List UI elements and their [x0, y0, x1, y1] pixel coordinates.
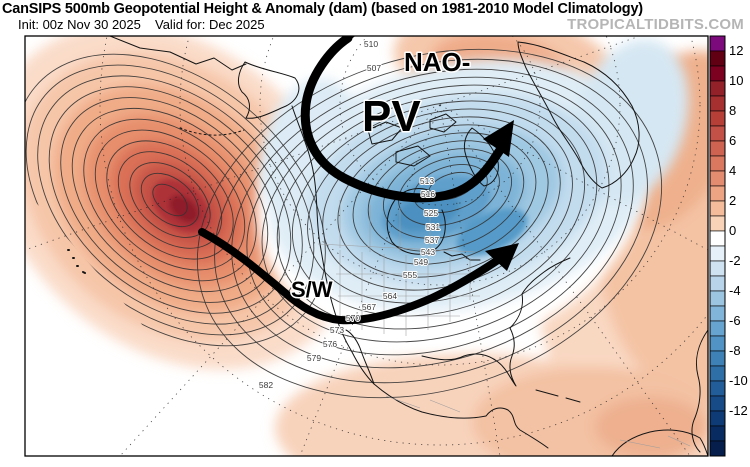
svg-text:516: 516 — [421, 189, 435, 199]
svg-text:564: 564 — [383, 291, 397, 301]
coast-east-us — [509, 257, 571, 329]
svg-text:0: 0 — [729, 223, 736, 238]
svg-text:2: 2 — [729, 193, 736, 208]
svg-text:-6: -6 — [729, 313, 741, 328]
coast-gulf-florida — [421, 327, 517, 387]
svg-text:4: 4 — [729, 163, 736, 178]
svg-text:543: 543 — [421, 247, 435, 257]
svg-text:570: 570 — [346, 313, 360, 323]
svg-text:513: 513 — [420, 176, 434, 186]
svg-text:-4: -4 — [729, 283, 741, 298]
coast-siberia — [109, 36, 247, 71]
coast-hawaii — [67, 249, 86, 274]
pv-arrow — [300, 36, 511, 203]
init-time: Init: 00z Nov 30 2025 — [18, 17, 141, 32]
coast-south-america — [611, 429, 708, 456]
svg-text:525: 525 — [424, 208, 438, 218]
coast-caribbean — [535, 389, 581, 403]
svg-text:-8: -8 — [729, 343, 741, 358]
svg-text:507: 507 — [367, 63, 381, 73]
height-contours-ridge — [25, 53, 326, 347]
coast-great-lakes — [443, 251, 481, 261]
svg-text:-12: -12 — [729, 403, 748, 418]
map-title: CanSIPS 500mb Geopotential Height & Anom… — [2, 1, 643, 17]
coast-alaska — [237, 61, 300, 119]
coast-central-america — [485, 407, 549, 449]
flow-arrows — [198, 36, 519, 325]
admin-borders — [317, 200, 691, 449]
svg-text:537: 537 — [425, 235, 439, 245]
svg-text:573: 573 — [330, 325, 344, 335]
svg-text:12: 12 — [729, 43, 743, 58]
nao-label: NAO- — [404, 47, 470, 77]
svg-text:555: 555 — [403, 270, 417, 280]
colorbar-ticks: 12 10 8 6 4 2 0 -2 -4 -6 -8 -10 -12 — [729, 43, 748, 418]
watermark: TROPICALTIDBITS.COM — [567, 16, 744, 33]
valid-time: Valid for: Dec 2025 — [155, 17, 265, 32]
sw-label: S/W — [291, 277, 333, 302]
svg-text:510: 510 — [364, 39, 378, 49]
coast-mexico — [373, 383, 487, 419]
coast-arctic-islands — [367, 113, 457, 167]
coast-greenland — [517, 41, 640, 189]
svg-text:567: 567 — [362, 302, 376, 312]
svg-text:582: 582 — [259, 380, 273, 390]
svg-text:8: 8 — [729, 103, 736, 118]
svg-text:576: 576 — [323, 339, 337, 349]
jet-stream-arrowhead — [485, 243, 519, 271]
coast-aleutians — [179, 127, 245, 136]
colorbar-cells — [709, 35, 726, 457]
svg-text:579: 579 — [307, 353, 321, 363]
graticule — [25, 36, 708, 456]
contour-labels: 5105075135165255315375435495555645675705… — [258, 38, 441, 391]
coast-baja — [345, 329, 375, 385]
pv-core — [381, 175, 528, 256]
svg-text:549: 549 — [414, 257, 428, 267]
coast-africa — [691, 329, 708, 453]
map-border — [24, 35, 709, 457]
colorbar-border — [709, 35, 726, 457]
svg-text:531: 531 — [426, 222, 440, 232]
coast-baffin — [463, 127, 499, 187]
svg-text:-10: -10 — [729, 373, 748, 388]
svg-text:6: 6 — [729, 133, 736, 148]
svg-text:-2: -2 — [729, 253, 741, 268]
pv-label: PV — [362, 92, 421, 141]
pv-arrowhead — [483, 120, 514, 157]
svg-text:10: 10 — [729, 73, 743, 88]
jet-stream-arrow — [198, 228, 502, 325]
